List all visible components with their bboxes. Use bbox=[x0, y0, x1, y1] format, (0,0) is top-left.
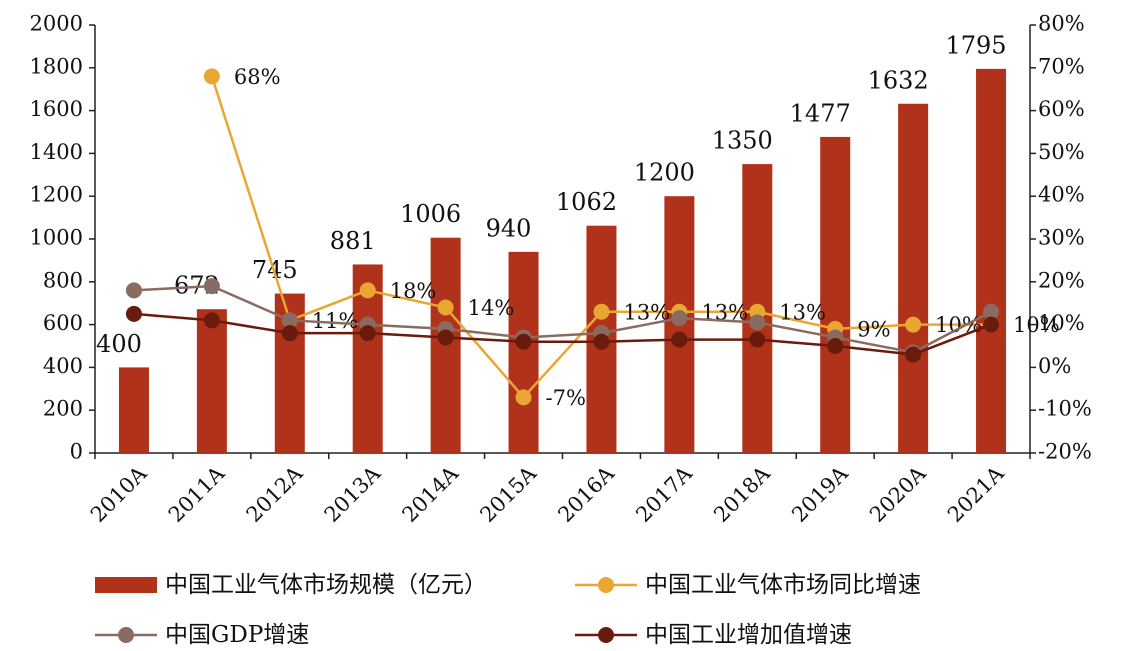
point bbox=[593, 333, 610, 350]
point bbox=[437, 299, 454, 316]
point bbox=[125, 305, 142, 322]
line bbox=[133, 284, 992, 354]
point bbox=[983, 316, 1000, 333]
point bbox=[749, 331, 766, 348]
bar bbox=[118, 367, 149, 453]
bar bbox=[508, 251, 539, 453]
point-label: 10% bbox=[1013, 313, 1060, 337]
bar-label: 1477 bbox=[790, 99, 851, 127]
y2-tick-label: 40% bbox=[1038, 183, 1085, 207]
point bbox=[359, 325, 376, 342]
x-tick-label: 2018A bbox=[709, 461, 775, 527]
point bbox=[749, 314, 766, 331]
bar-label: 1350 bbox=[712, 127, 773, 155]
point bbox=[281, 325, 298, 342]
y2-tick-label: 0% bbox=[1038, 354, 1071, 378]
legend-swatch bbox=[118, 627, 134, 643]
x-tick-label: 2016A bbox=[553, 461, 619, 527]
bar-label: 1632 bbox=[868, 66, 929, 94]
point-label: 68% bbox=[234, 65, 281, 89]
point-label: 9% bbox=[857, 317, 890, 341]
x-tick-label: 2014A bbox=[398, 461, 464, 527]
y-tick-label: 0 bbox=[70, 440, 83, 464]
bar-label: 400 bbox=[96, 330, 142, 358]
y2-tick-label: -20% bbox=[1038, 440, 1092, 464]
point bbox=[203, 278, 220, 295]
legend-label: 中国工业增加值增速 bbox=[645, 622, 852, 648]
y2-tick-label: 30% bbox=[1038, 226, 1085, 250]
x-tick-label: 2019A bbox=[787, 461, 853, 527]
x-tick-label: 2010A bbox=[86, 461, 152, 527]
y2-tick-label: 20% bbox=[1038, 268, 1085, 292]
point-label: 13% bbox=[779, 300, 826, 324]
point bbox=[983, 303, 1000, 320]
legend-label: 中国工业气体市场同比增速 bbox=[645, 572, 921, 598]
point bbox=[905, 346, 922, 363]
bar-label: 940 bbox=[486, 214, 532, 242]
y-tick-label: 800 bbox=[43, 268, 83, 292]
y-tick-label: 200 bbox=[43, 397, 83, 421]
y-tick-label: 2000 bbox=[30, 12, 83, 36]
y2-tick-label: 80% bbox=[1038, 12, 1085, 36]
point bbox=[827, 338, 844, 354]
y2-tick-label: 70% bbox=[1038, 54, 1085, 78]
bar bbox=[898, 103, 929, 453]
point bbox=[281, 312, 298, 329]
point bbox=[125, 282, 142, 299]
y-tick-label: 400 bbox=[43, 354, 83, 378]
bar bbox=[976, 68, 1007, 454]
point-label: 18% bbox=[390, 279, 437, 303]
point bbox=[671, 331, 688, 348]
x-tick-label: 2013A bbox=[320, 461, 386, 527]
point bbox=[437, 329, 454, 346]
point bbox=[203, 312, 220, 329]
point bbox=[203, 68, 220, 85]
legend-label: 中国GDP增速 bbox=[165, 622, 309, 648]
point bbox=[515, 333, 532, 350]
y2-tick-label: 60% bbox=[1038, 97, 1085, 121]
y-tick-label: 600 bbox=[43, 311, 83, 335]
y-tick-label: 1200 bbox=[30, 183, 83, 207]
legend-label: 中国工业气体市场规模（亿元） bbox=[165, 572, 487, 598]
y2-tick-label: 10% bbox=[1038, 311, 1085, 335]
point bbox=[905, 316, 922, 333]
point-label: 10% bbox=[935, 313, 982, 337]
legend-swatch bbox=[95, 577, 157, 593]
y2-tick-label: 50% bbox=[1038, 140, 1085, 164]
point bbox=[359, 282, 376, 299]
bar-label: 1062 bbox=[556, 188, 617, 216]
x-tick-label: 2011A bbox=[164, 461, 230, 527]
y2-tick-label: -10% bbox=[1038, 397, 1092, 421]
x-tick-label: 2017A bbox=[631, 461, 697, 527]
bar-label: 1006 bbox=[400, 200, 461, 228]
point-label: 14% bbox=[468, 296, 515, 320]
legend-swatch bbox=[598, 627, 614, 643]
y-tick-label: 1800 bbox=[30, 54, 83, 78]
line bbox=[133, 312, 992, 356]
point bbox=[593, 303, 610, 320]
y-tick-label: 1400 bbox=[30, 140, 83, 164]
y-tick-label: 1600 bbox=[30, 97, 83, 121]
bar-label: 1795 bbox=[946, 31, 1007, 59]
y-tick-label: 1000 bbox=[30, 226, 83, 250]
x-tick-label: 2012A bbox=[242, 461, 308, 527]
x-tick-label: 2015A bbox=[475, 461, 541, 527]
bar-label: 1200 bbox=[634, 159, 695, 187]
bar bbox=[820, 136, 851, 453]
point bbox=[515, 389, 532, 406]
bar bbox=[196, 309, 227, 453]
point-label: -7% bbox=[546, 386, 586, 410]
bar-label: 881 bbox=[330, 227, 376, 255]
x-tick-label: 2020A bbox=[865, 461, 931, 527]
legend-swatch bbox=[598, 577, 614, 593]
x-tick-label: 2021A bbox=[943, 461, 1009, 527]
point bbox=[671, 310, 688, 327]
